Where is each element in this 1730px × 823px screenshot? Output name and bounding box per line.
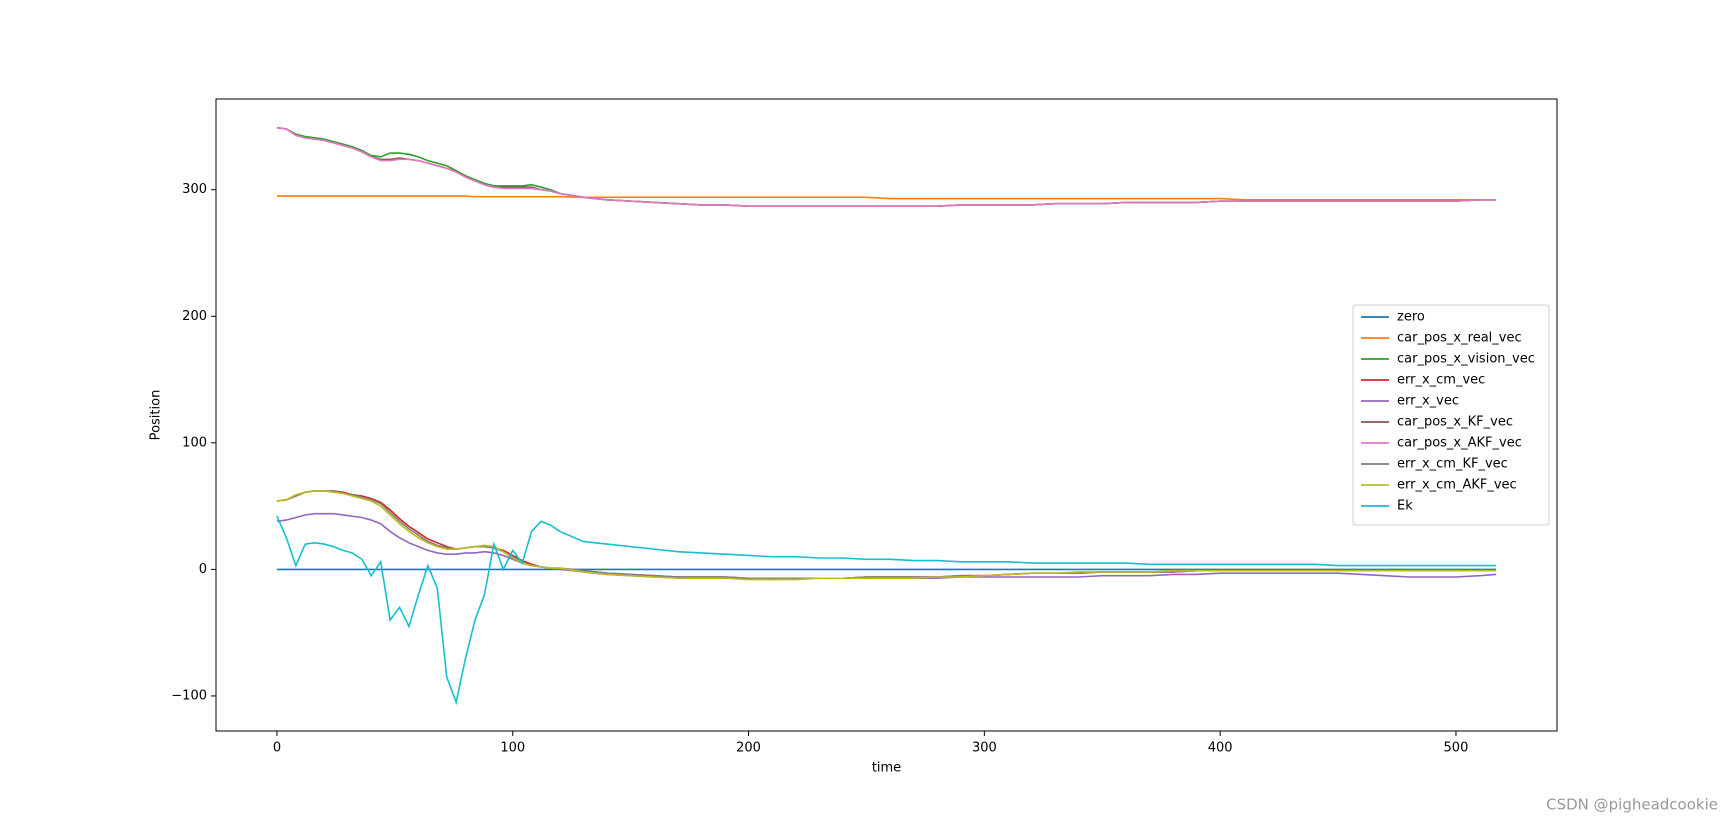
y-tick-label: 0 xyxy=(199,562,207,577)
legend-label: car_pos_x_AKF_vec xyxy=(1397,436,1522,451)
watermark: CSDN @pigheadcookie xyxy=(1546,796,1718,814)
series-line xyxy=(276,490,1497,580)
series-line xyxy=(276,195,1497,201)
legend-box xyxy=(1352,304,1550,526)
legend: zero car_pos_x_real_vec car_pos_x_vision_v… xyxy=(1352,304,1550,526)
x-tick-label: 300 xyxy=(972,741,997,756)
legend-label: err_x_cm_KF_vec xyxy=(1397,457,1508,472)
series-line xyxy=(276,126,1497,207)
y-tick-label: 100 xyxy=(182,435,207,450)
legend-label: Ek xyxy=(1397,499,1413,514)
x-axis-label: time xyxy=(872,761,901,776)
x-tick-label: 200 xyxy=(736,741,761,756)
series-line xyxy=(276,490,1497,581)
x-tick-label: 400 xyxy=(1208,741,1233,756)
legend-label: car_pos_x_vision_vec xyxy=(1397,352,1535,367)
series-line xyxy=(276,126,1497,207)
legend-label: err_x_cm_AKF_vec xyxy=(1397,478,1517,493)
legend-label: zero xyxy=(1397,310,1425,325)
legend-label: car_pos_x_KF_vec xyxy=(1397,415,1513,430)
y-axis-label: Position xyxy=(149,390,164,441)
legend-label: car_pos_x_real_vec xyxy=(1397,331,1522,346)
x-tick-label: 500 xyxy=(1444,741,1469,756)
y-tick-label: −100 xyxy=(171,688,207,703)
x-tick-label: 100 xyxy=(500,741,525,756)
legend-label: err_x_cm_vec xyxy=(1397,373,1485,388)
series-line xyxy=(276,515,1497,706)
y-tick-label: 200 xyxy=(182,309,207,324)
plot-frame xyxy=(215,98,1558,732)
legend-label: err_x_vec xyxy=(1397,394,1459,409)
x-tick-label: 0 xyxy=(273,741,281,756)
y-tick-label: 300 xyxy=(182,182,207,197)
series-line xyxy=(276,126,1497,207)
series-line xyxy=(276,490,1497,580)
